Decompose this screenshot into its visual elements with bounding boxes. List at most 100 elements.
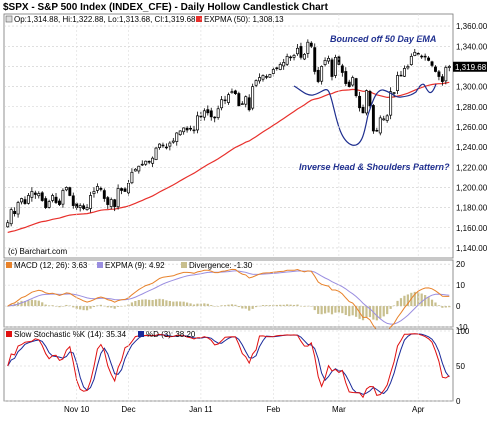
- candle: [371, 104, 375, 134]
- candle-body: [289, 56, 293, 59]
- candle-body: [82, 205, 86, 209]
- candle-body: [223, 99, 227, 102]
- candle-body: [206, 109, 210, 114]
- candle: [292, 53, 296, 61]
- candle: [23, 196, 27, 205]
- macd-legend: MACD (12, 26): 3.63: [14, 261, 88, 270]
- candle-body: [409, 55, 413, 65]
- candle: [116, 184, 120, 210]
- divergence-bar: [120, 306, 123, 307]
- candle: [264, 74, 268, 80]
- candle-body: [313, 47, 317, 72]
- candle-body: [306, 41, 310, 54]
- candle: [6, 219, 10, 228]
- candle-body: [396, 75, 399, 91]
- candle-body: [51, 195, 55, 201]
- divergence-bar: [348, 306, 351, 317]
- divergence-bar: [254, 306, 258, 308]
- divergence-bar: [175, 301, 178, 307]
- candle-body: [316, 69, 320, 82]
- candle: [296, 43, 299, 56]
- candle: [237, 91, 241, 107]
- candle: [316, 66, 320, 84]
- candle-body: [154, 147, 158, 160]
- candle: [365, 89, 368, 116]
- candle: [413, 48, 417, 57]
- candle: [71, 192, 75, 209]
- divergence-bar: [85, 306, 89, 311]
- candle-body: [347, 81, 351, 87]
- divergence-bar: [161, 299, 165, 307]
- candle-body: [375, 129, 379, 132]
- divergence-bar: [406, 294, 409, 307]
- candle-body: [282, 62, 286, 67]
- divergence-bar: [44, 304, 47, 307]
- divergence-bar: [151, 300, 154, 307]
- candle-body: [147, 160, 151, 163]
- candle-body: [264, 76, 268, 78]
- candle-body: [175, 132, 179, 142]
- candle-body: [434, 66, 437, 72]
- stoch-d-legend-swatch: [138, 331, 144, 337]
- candle-body: [323, 60, 327, 65]
- candle: [202, 108, 206, 121]
- divergence-bar: [330, 306, 334, 315]
- divergence-bar: [72, 306, 75, 308]
- stoch-y-tick-label: 0: [456, 397, 461, 406]
- candle: [227, 92, 230, 105]
- divergence-bar: [251, 306, 254, 309]
- price-panel: 1,140.00 1,160.00 1,180.00 1,200.00 1,220.00…: [3, 13, 488, 259]
- divergence-bar: [89, 306, 92, 309]
- candle-body: [278, 64, 282, 70]
- x-tick-label: Mar: [332, 405, 346, 414]
- candle: [406, 64, 410, 70]
- divergence-bar: [158, 298, 161, 307]
- candle: [64, 186, 68, 192]
- ema-legend-swatch: [196, 16, 202, 22]
- divergence-bar: [279, 304, 282, 307]
- divergence-bar: [165, 300, 168, 307]
- candle: [347, 79, 351, 88]
- candle: [389, 87, 393, 120]
- divergence-legend: Divergence: -1.30: [189, 261, 253, 270]
- candle: [351, 75, 355, 87]
- candle-body: [47, 201, 51, 208]
- candle-body: [213, 116, 217, 119]
- candle: [261, 74, 265, 82]
- divergence-bar: [365, 306, 368, 318]
- divergence-bar: [30, 299, 33, 307]
- divergence-bar: [65, 304, 68, 307]
- divergence-bar: [296, 304, 299, 307]
- divergence-bar: [292, 304, 296, 307]
- divergence-bar: [427, 297, 430, 307]
- divergence-bar: [368, 306, 372, 318]
- divergence-bar: [196, 303, 199, 307]
- candle-body: [402, 68, 406, 77]
- divergence-bar: [268, 305, 271, 307]
- macd-y-axis: -10 0 10 20: [456, 260, 468, 332]
- candle: [206, 105, 210, 116]
- candle-body: [444, 67, 448, 82]
- divergence-bar: [392, 305, 396, 307]
- divergence-bar: [51, 305, 54, 307]
- divergence-bar: [430, 299, 434, 307]
- candle-body: [102, 190, 106, 199]
- candle: [178, 130, 182, 136]
- candle: [427, 56, 431, 62]
- divergence-bar: [403, 295, 406, 307]
- divergence-bar: [148, 299, 151, 307]
- candle: [164, 143, 168, 150]
- candle: [299, 42, 303, 60]
- divergence-bar: [434, 302, 437, 307]
- divergence-bar: [230, 304, 234, 307]
- stoch-panel-frame: [3, 328, 454, 402]
- stoch-panel: 0 50 100 Slow Stochastic %K (14): 35.34 %D…: [3, 327, 470, 406]
- candle: [327, 55, 330, 64]
- candle-body: [237, 93, 241, 107]
- divergence-bar: [68, 305, 71, 307]
- candle-body: [233, 90, 237, 95]
- candle: [423, 53, 427, 61]
- divergence-bar: [220, 305, 223, 307]
- candle-body: [361, 106, 365, 114]
- candle: [123, 187, 127, 193]
